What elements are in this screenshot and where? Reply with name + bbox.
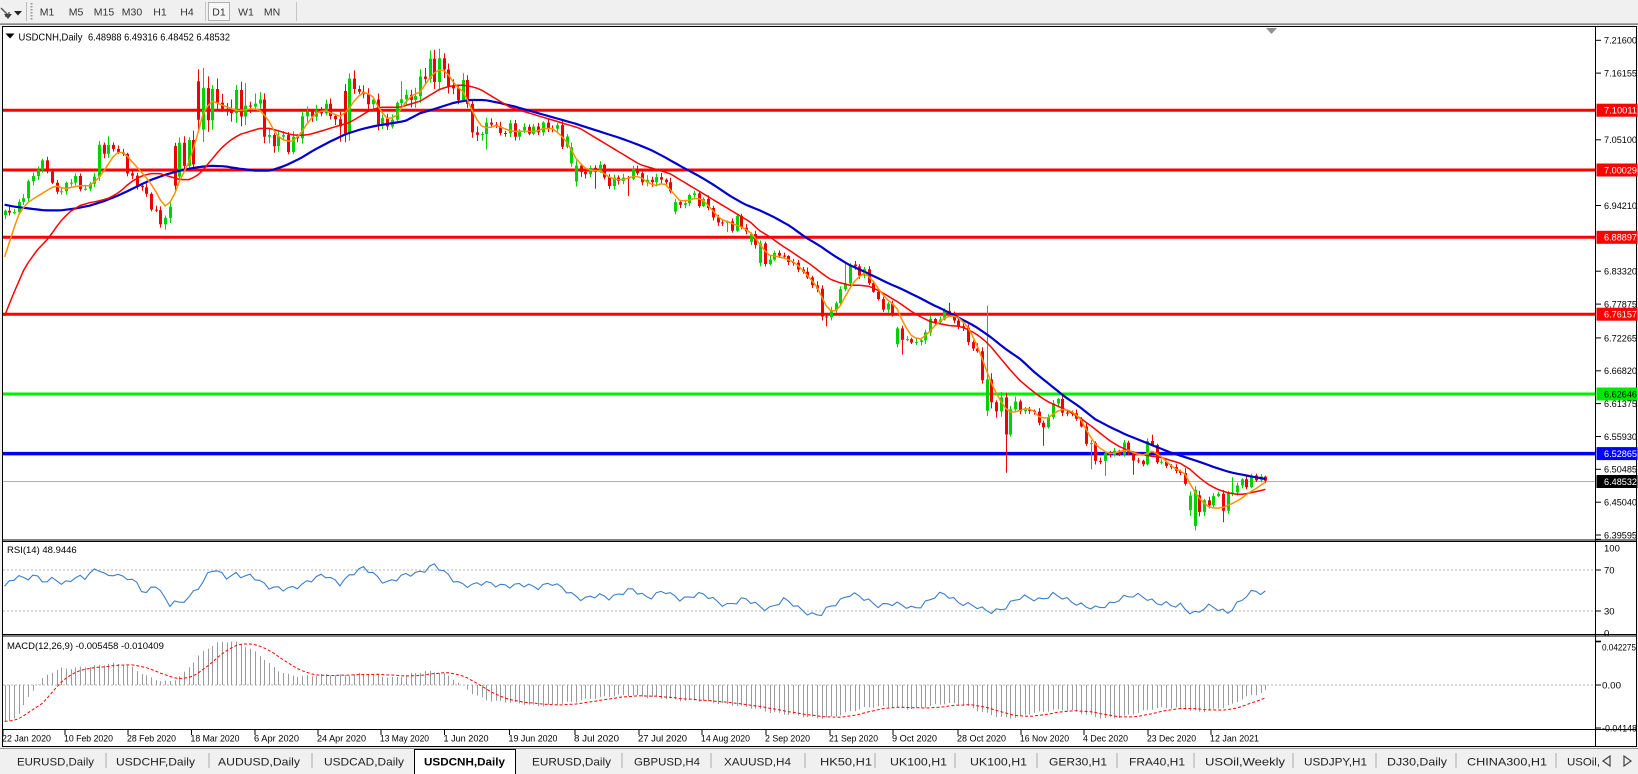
svg-text:7.21600: 7.21600 bbox=[1604, 36, 1637, 47]
svg-text:DJ30,Daily: DJ30,Daily bbox=[1387, 757, 1448, 769]
svg-text:7.00029: 7.00029 bbox=[1604, 165, 1637, 176]
svg-text:M30: M30 bbox=[122, 7, 143, 19]
svg-text:H4: H4 bbox=[180, 7, 194, 19]
svg-text:1 Jun 2020: 1 Jun 2020 bbox=[444, 734, 489, 745]
svg-text:7.10011: 7.10011 bbox=[1604, 106, 1637, 117]
svg-text:0.042275: 0.042275 bbox=[1602, 642, 1636, 653]
svg-text:MN: MN bbox=[264, 7, 280, 19]
svg-text:2 Sep 2020: 2 Sep 2020 bbox=[765, 734, 810, 745]
svg-text:USDCHF,Daily: USDCHF,Daily bbox=[116, 757, 196, 769]
svg-text:30: 30 bbox=[1604, 606, 1615, 617]
svg-text:6.45040: 6.45040 bbox=[1604, 498, 1637, 509]
svg-text:6.52865: 6.52865 bbox=[1604, 449, 1637, 460]
svg-text:D1: D1 bbox=[212, 7, 226, 19]
svg-text:27 Jul 2020: 27 Jul 2020 bbox=[638, 734, 687, 745]
svg-text:6.77875: 6.77875 bbox=[1604, 299, 1637, 310]
svg-text:8 Jul 2020: 8 Jul 2020 bbox=[574, 734, 619, 745]
svg-text:19 Jun 2020: 19 Jun 2020 bbox=[509, 734, 558, 745]
svg-text:RSI(14) 48.9446: RSI(14) 48.9446 bbox=[7, 545, 77, 556]
svg-text:6.61375: 6.61375 bbox=[1604, 399, 1637, 410]
svg-text:0.00: 0.00 bbox=[1602, 680, 1621, 691]
svg-text:18 Mar 2020: 18 Mar 2020 bbox=[191, 734, 240, 745]
svg-text:6.76157: 6.76157 bbox=[1604, 310, 1637, 321]
svg-text:6.55930: 6.55930 bbox=[1604, 432, 1637, 443]
svg-text:MACD(12,26,9) -0.005458 -0.010: MACD(12,26,9) -0.005458 -0.010409 bbox=[7, 641, 164, 652]
svg-text:M5: M5 bbox=[69, 7, 84, 19]
svg-text:M1: M1 bbox=[40, 7, 55, 19]
svg-text:70: 70 bbox=[1604, 565, 1615, 576]
svg-text:9 Oct 2020: 9 Oct 2020 bbox=[892, 734, 937, 745]
svg-text:21 Sep 2020: 21 Sep 2020 bbox=[829, 734, 878, 745]
svg-text:6.66820: 6.66820 bbox=[1604, 366, 1637, 377]
svg-text:6.94210: 6.94210 bbox=[1604, 201, 1637, 212]
svg-text:0: 0 bbox=[1604, 628, 1609, 639]
svg-text:USDCNH,Daily: USDCNH,Daily bbox=[19, 32, 84, 44]
svg-text:HK50,H1: HK50,H1 bbox=[820, 757, 872, 769]
svg-text:6.50485: 6.50485 bbox=[1604, 465, 1637, 476]
svg-text:H1: H1 bbox=[153, 7, 167, 19]
svg-text:28 Oct 2020: 28 Oct 2020 bbox=[957, 734, 1006, 745]
svg-text:CHINA300,H1: CHINA300,H1 bbox=[1467, 757, 1547, 769]
svg-text:16 Nov 2020: 16 Nov 2020 bbox=[1020, 734, 1069, 745]
svg-text:XAUUSD,H4: XAUUSD,H4 bbox=[724, 757, 791, 769]
svg-text:7.05100: 7.05100 bbox=[1604, 135, 1637, 146]
svg-text:UK100,H1: UK100,H1 bbox=[970, 757, 1027, 769]
svg-text:23 Dec 2020: 23 Dec 2020 bbox=[1147, 734, 1196, 745]
svg-text:6.83320: 6.83320 bbox=[1604, 267, 1637, 278]
svg-text:FRA40,H1: FRA40,H1 bbox=[1129, 757, 1185, 769]
svg-text:13 May 2020: 13 May 2020 bbox=[380, 734, 429, 745]
svg-text:M15: M15 bbox=[94, 7, 115, 19]
svg-text:USOil,Weekly: USOil,Weekly bbox=[1205, 757, 1286, 769]
svg-text:USDCNH,Daily: USDCNH,Daily bbox=[424, 757, 506, 769]
svg-text:6.72265: 6.72265 bbox=[1604, 333, 1637, 344]
svg-text:USDJPY,H1: USDJPY,H1 bbox=[1304, 757, 1367, 769]
svg-text:6.48988 6.49316 6.48452 6.4853: 6.48988 6.49316 6.48452 6.48532 bbox=[88, 32, 230, 44]
svg-text:100: 100 bbox=[1604, 543, 1620, 554]
svg-text:6.48532: 6.48532 bbox=[1604, 477, 1637, 488]
svg-text:GER30,H1: GER30,H1 bbox=[1049, 757, 1107, 769]
svg-text:EURUSD,Daily: EURUSD,Daily bbox=[17, 757, 95, 769]
svg-text:UK100,H1: UK100,H1 bbox=[890, 757, 947, 769]
svg-text:14 Aug 2020: 14 Aug 2020 bbox=[701, 734, 750, 745]
svg-text:28 Feb 2020: 28 Feb 2020 bbox=[127, 734, 176, 745]
svg-text:6.88897: 6.88897 bbox=[1604, 233, 1637, 244]
svg-text:USDCAD,Daily: USDCAD,Daily bbox=[324, 757, 405, 769]
svg-text:EURUSD,Daily: EURUSD,Daily bbox=[532, 757, 612, 769]
svg-text:USOil,: USOil, bbox=[1567, 757, 1600, 769]
svg-text:AUDUSD,Daily: AUDUSD,Daily bbox=[218, 757, 301, 769]
svg-text:4 Dec 2020: 4 Dec 2020 bbox=[1083, 734, 1128, 745]
svg-text:22 Jan 2020: 22 Jan 2020 bbox=[2, 734, 51, 745]
svg-text:6.39595: 6.39595 bbox=[1604, 530, 1637, 541]
svg-text:12 Jan 2021: 12 Jan 2021 bbox=[1210, 734, 1259, 745]
svg-text:6.62646: 6.62646 bbox=[1604, 389, 1637, 400]
svg-text:6 Apr 2020: 6 Apr 2020 bbox=[254, 734, 299, 745]
svg-text:GBPUSD,H4: GBPUSD,H4 bbox=[634, 757, 700, 769]
svg-text:W1: W1 bbox=[238, 7, 254, 19]
svg-text:7.16155: 7.16155 bbox=[1604, 69, 1637, 80]
svg-text:-0.04148: -0.04148 bbox=[1602, 723, 1637, 734]
svg-text:24 Apr 2020: 24 Apr 2020 bbox=[317, 734, 366, 745]
svg-text:10 Feb 2020: 10 Feb 2020 bbox=[64, 734, 113, 745]
